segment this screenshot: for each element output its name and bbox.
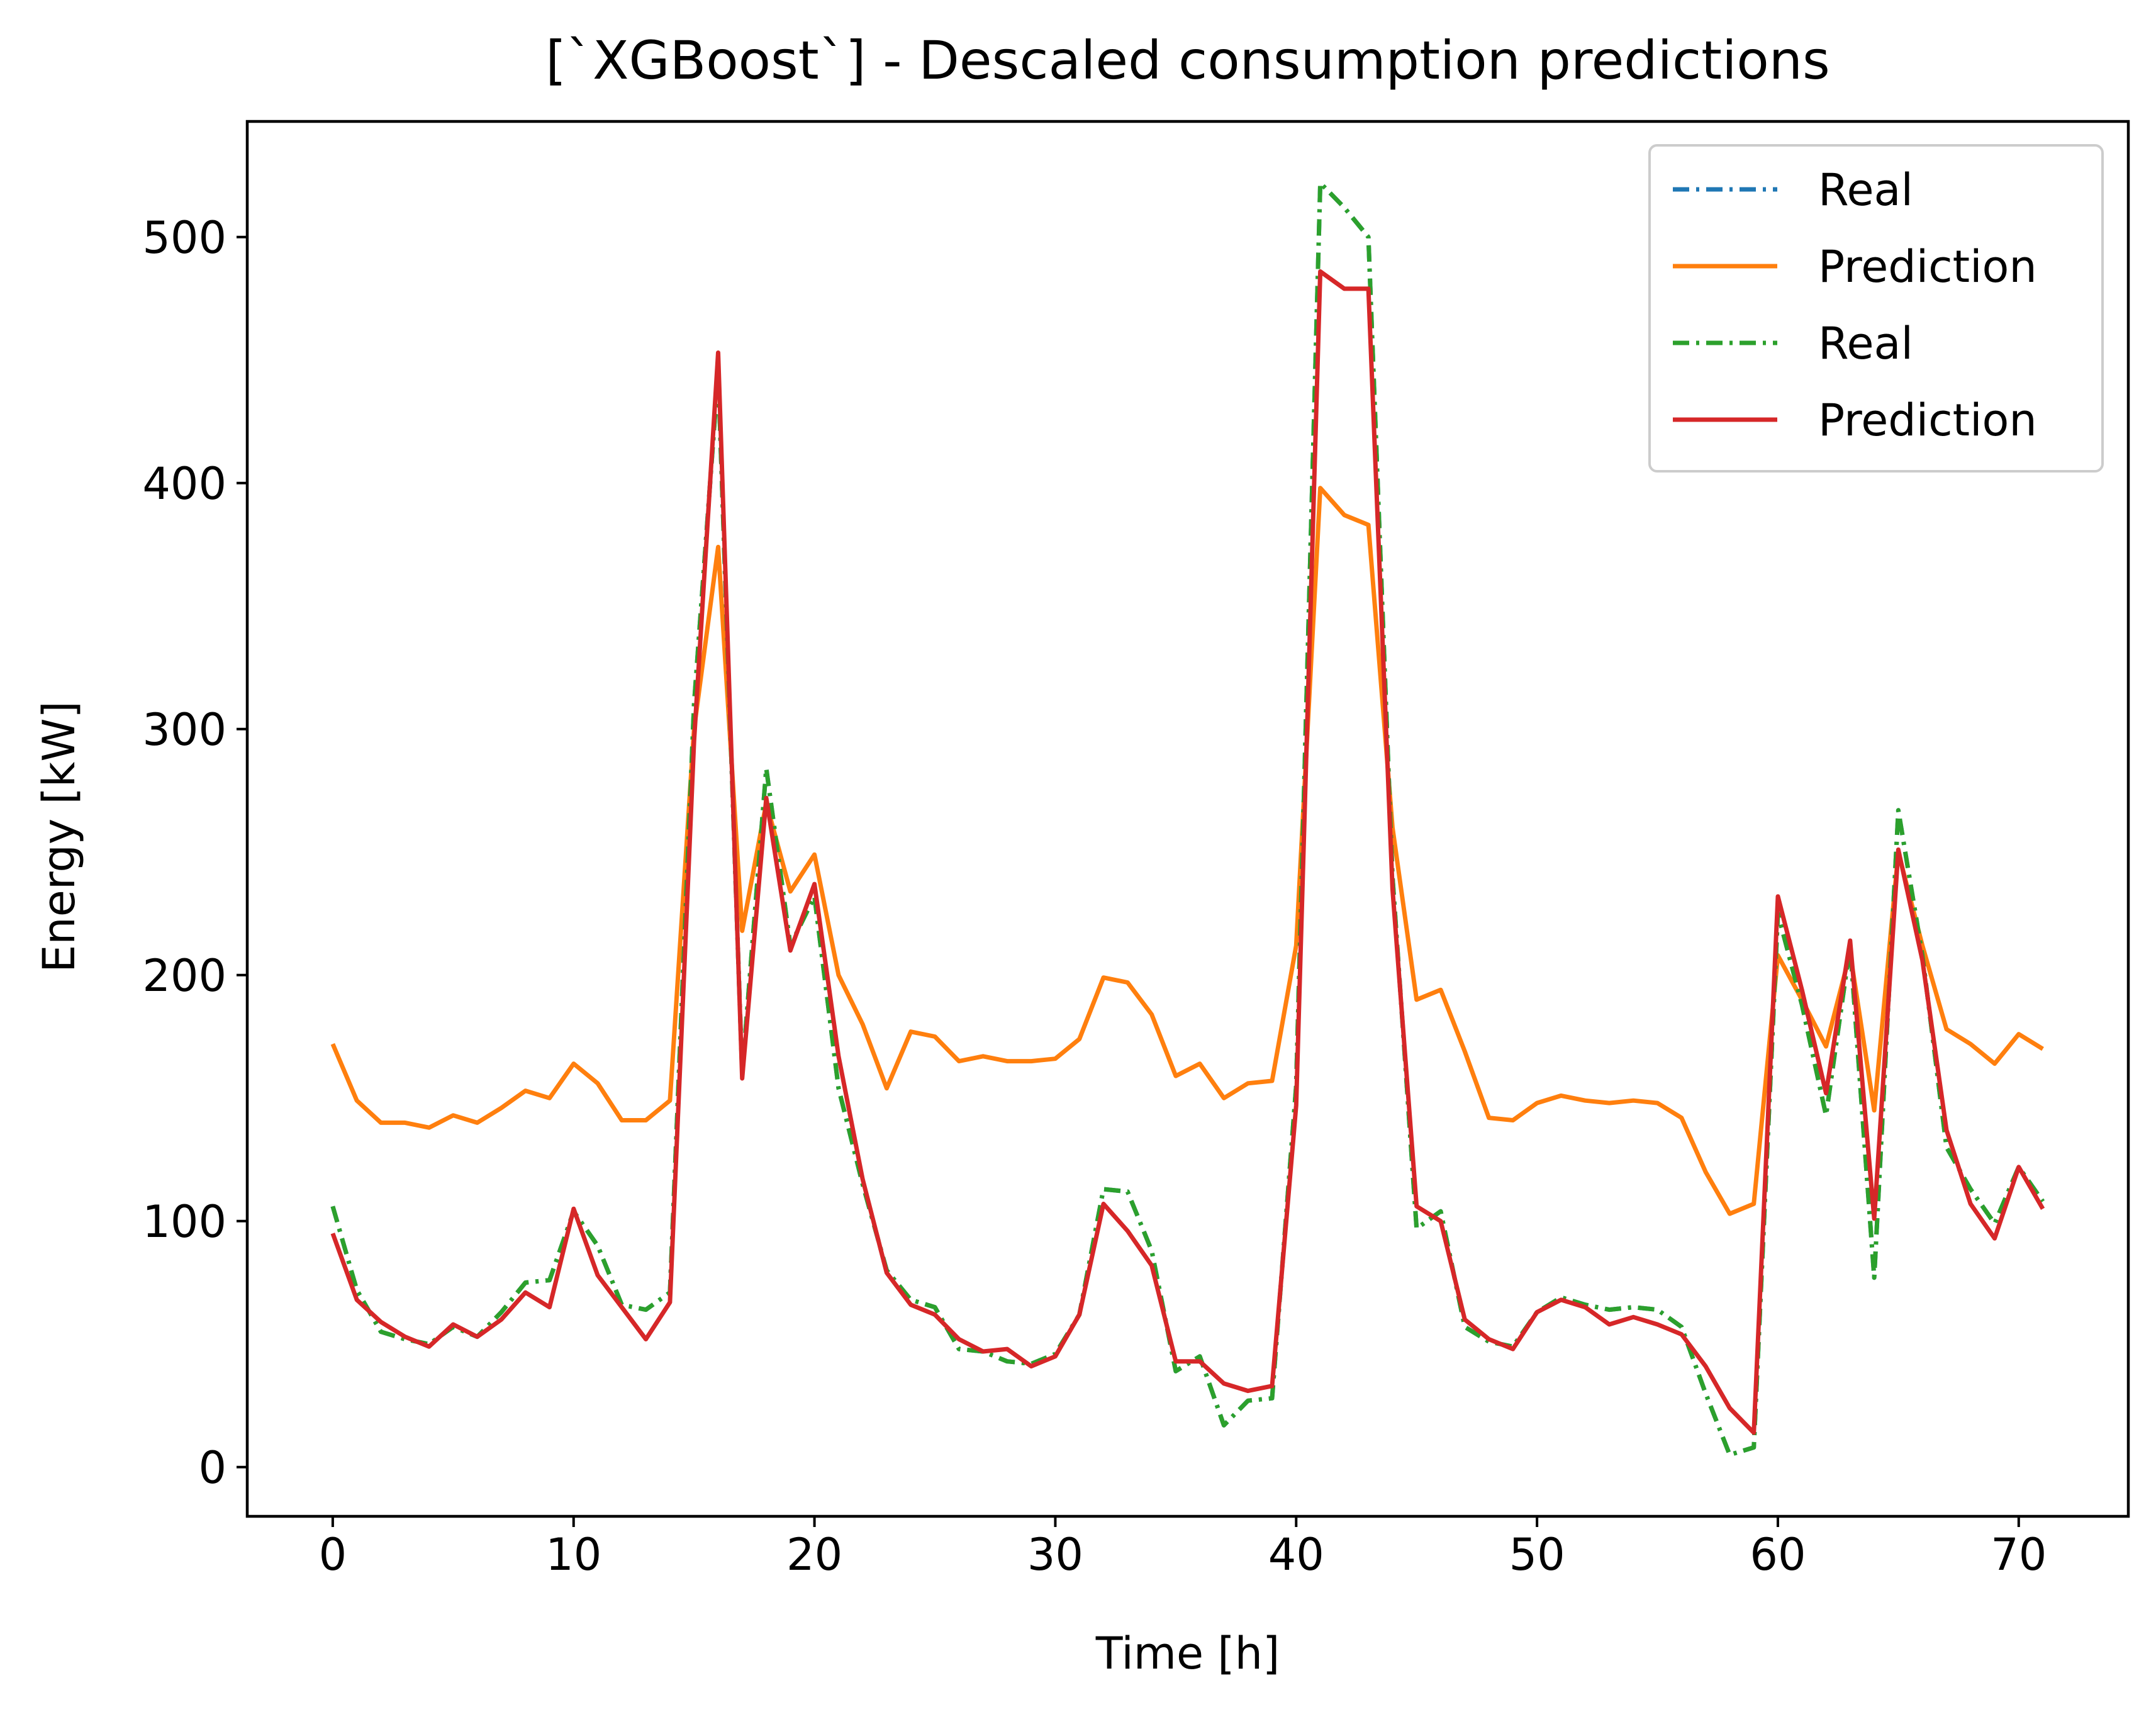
- y-axis-label: Energy [kW]: [33, 701, 85, 973]
- x-tick-label: 50: [1509, 1529, 1565, 1581]
- legend-label: Prediction: [1818, 241, 2037, 293]
- series-line-4: [330, 269, 2045, 1435]
- y-axis-ticks: 0 100 200 300 400 500: [142, 212, 247, 1494]
- x-tick-label: 70: [1991, 1529, 2047, 1581]
- series-line-3: [330, 181, 2045, 1457]
- x-axis-ticks: 0 10 20 30 40 50 60 70: [319, 1516, 2047, 1581]
- legend: Real Prediction Real Prediction: [1648, 144, 2104, 473]
- y-tick-label: 200: [142, 950, 226, 1002]
- legend-label: Prediction: [1818, 394, 2037, 446]
- legend-box: [1648, 144, 2104, 473]
- y-tick-label: 400: [142, 458, 226, 510]
- chart-title: [`XGBoost`] - Descaled consumption predi…: [545, 30, 1830, 91]
- legend-label: Real: [1818, 164, 1913, 216]
- y-tick-label: 300: [142, 704, 226, 756]
- y-tick-label: 100: [142, 1196, 226, 1248]
- x-tick-label: 20: [786, 1529, 842, 1581]
- legend-label: Real: [1818, 318, 1913, 369]
- x-axis-label: Time [h]: [1095, 1628, 1280, 1679]
- x-tick-label: 10: [545, 1529, 601, 1581]
- series-line-2: [330, 486, 2044, 1216]
- y-tick-label: 0: [198, 1442, 226, 1494]
- x-tick-label: 40: [1268, 1529, 1324, 1581]
- x-tick-label: 60: [1750, 1529, 1806, 1581]
- y-tick-label: 500: [142, 212, 226, 264]
- plot-frame: [245, 120, 2130, 1518]
- plot-lines: [330, 181, 2045, 1457]
- x-tick-label: 0: [319, 1529, 347, 1581]
- x-tick-label: 30: [1027, 1529, 1083, 1581]
